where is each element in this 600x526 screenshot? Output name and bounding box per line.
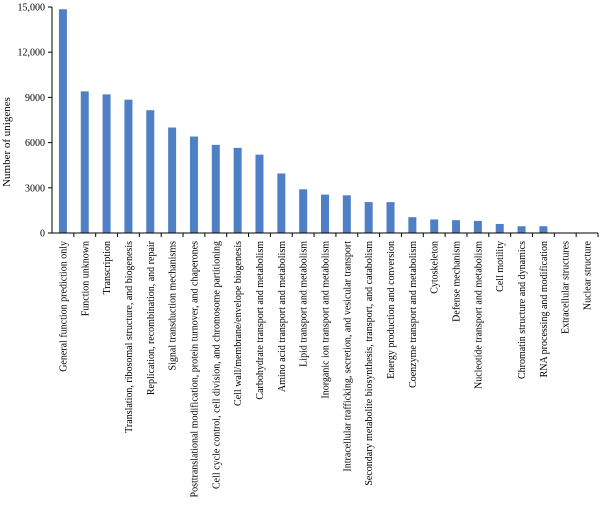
x-tick-label: Signal transduction mechanisms xyxy=(168,241,179,371)
y-tick-label: 0 xyxy=(40,229,45,240)
x-tick-label: RNA processing and modification xyxy=(539,241,550,377)
bar xyxy=(473,220,482,233)
bar xyxy=(168,127,177,233)
bar xyxy=(80,91,89,233)
x-tick-label: Cell motility xyxy=(495,241,506,292)
x-tick-label: Energy production and conversion xyxy=(386,241,397,379)
bar xyxy=(255,154,264,233)
x-tick-label: Cytoskeleton xyxy=(430,241,441,294)
x-tick-label: Function unknown xyxy=(80,241,91,316)
bar xyxy=(233,147,242,233)
x-axis: General function prediction only Function… xyxy=(52,232,599,498)
x-tick-label: General function prediction only xyxy=(58,241,69,372)
x-tick-label: Cell cycle control, cell division, and c… xyxy=(211,241,222,489)
x-tick-label: Amino acid transport and metabolism xyxy=(277,241,288,392)
x-tick-label: Intracellular trafficking, secretion, an… xyxy=(342,241,353,472)
x-tick-label: Nuclear structure xyxy=(583,240,594,310)
x-tick-label: Transcription xyxy=(102,241,113,295)
y-axis: 0 3000 6000 9000 12,000 15,000 xyxy=(18,3,53,240)
bar xyxy=(386,202,395,233)
bar xyxy=(211,144,220,233)
bar xyxy=(342,195,351,233)
x-tick-label: Inorganic ion transport and metabolism xyxy=(321,241,332,399)
x-tick-label: Defense mechanism xyxy=(452,241,463,322)
bar xyxy=(189,136,198,233)
bars xyxy=(58,9,592,234)
x-tick-label: Secondary metabolite biosynthesis, trans… xyxy=(364,241,375,486)
y-tick-label: 15,000 xyxy=(18,3,46,14)
bar xyxy=(495,223,504,233)
x-tick-label: Extracellular structures xyxy=(561,241,572,334)
bar xyxy=(146,110,155,233)
x-tick-label: Posttranslational modification, protein … xyxy=(189,241,200,498)
y-tick-label: 6000 xyxy=(25,138,45,149)
y-tick-label: 3000 xyxy=(25,183,45,194)
x-tick-label: Nucleotide transport and metabolism xyxy=(473,241,484,389)
bar xyxy=(321,194,329,233)
x-tick-label: Coenzyme transport and metabolism xyxy=(408,241,419,388)
bar xyxy=(430,219,439,233)
y-axis-label: Number of unigenes xyxy=(1,97,13,187)
bar xyxy=(539,226,548,233)
x-tick-label: Carbohydrate transport and metabolism xyxy=(255,241,266,400)
x-tick-label: Translation, ribosomal structure, and bi… xyxy=(124,241,135,433)
x-tick-label: Lipid transport and metabolism xyxy=(299,241,310,367)
y-tick-label: 9000 xyxy=(25,93,45,104)
bar xyxy=(452,220,461,233)
x-tick-label: Replication, recombination, and repair xyxy=(146,240,157,395)
bar xyxy=(408,217,417,233)
bar xyxy=(277,173,286,233)
x-tick-label: Cell wall/membrane/envelope biogenesis xyxy=(233,241,244,406)
bar xyxy=(517,226,526,233)
bar xyxy=(364,202,373,233)
bar xyxy=(102,94,111,234)
bar xyxy=(299,189,308,233)
bar xyxy=(58,9,67,234)
bar xyxy=(124,99,133,233)
y-tick-label: 12,000 xyxy=(18,48,46,59)
x-tick-label: Chromatin structure and dynamics xyxy=(517,241,528,379)
